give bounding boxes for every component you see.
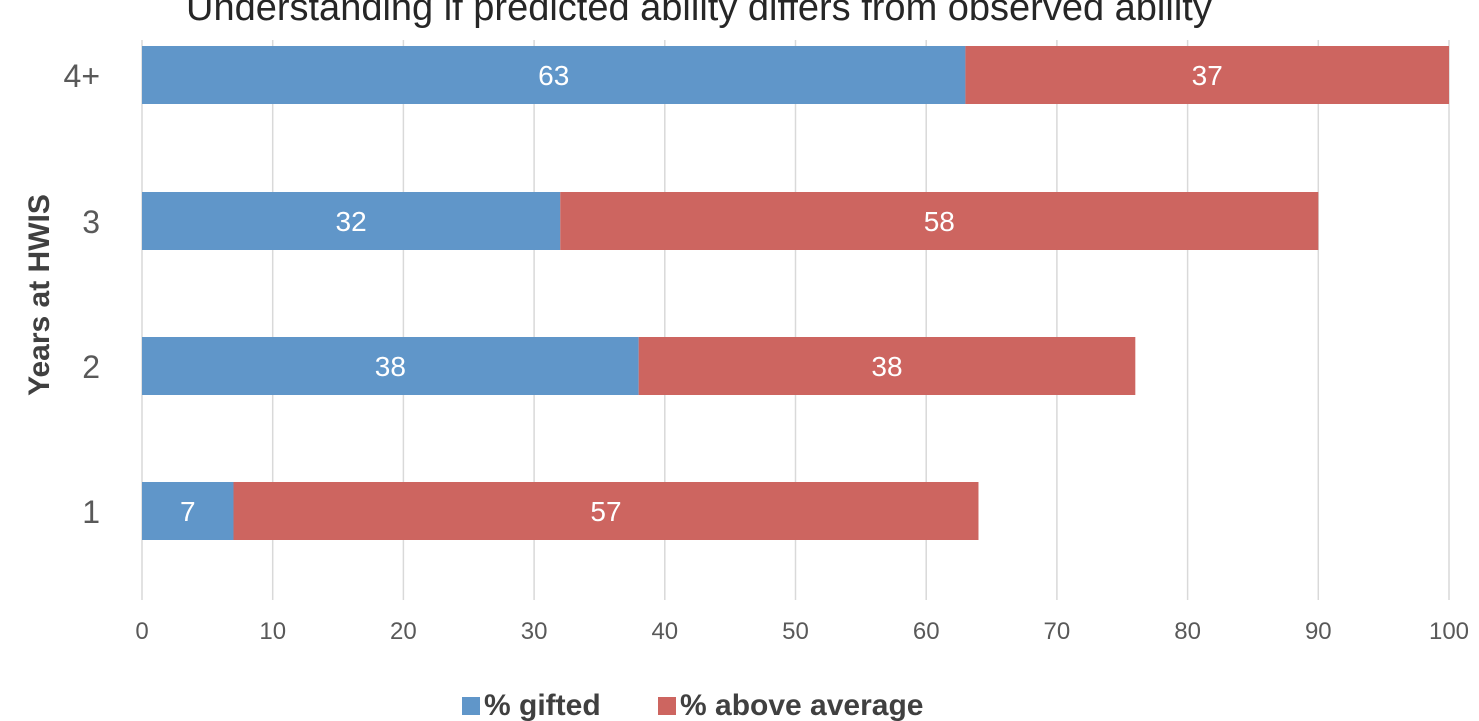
data-label-3-series-1: 58 xyxy=(924,206,955,237)
data-label-2-series-0: 38 xyxy=(375,351,406,382)
bar-3-series-0 xyxy=(142,192,561,250)
x-tick-label-20: 20 xyxy=(390,618,417,645)
x-tick-label-0: 0 xyxy=(135,618,148,645)
x-tick-label-70: 70 xyxy=(1044,618,1071,645)
x-tick-label-30: 30 xyxy=(521,618,548,645)
legend-label-gifted: % gifted xyxy=(484,689,601,721)
bar-2-series-1 xyxy=(638,337,1136,395)
legend: % gifted % above average xyxy=(462,689,923,721)
x-tick-label-60: 60 xyxy=(913,618,940,645)
x-tick-label-90: 90 xyxy=(1305,618,1332,645)
grid-lines xyxy=(141,40,1450,600)
legend-swatch-gifted xyxy=(462,697,480,715)
y-axis-title: Years at HWIS xyxy=(23,194,56,396)
x-tick-label-80: 80 xyxy=(1174,618,1201,645)
bar-4plus-series-1 xyxy=(965,46,1449,104)
bar-1-series-0 xyxy=(142,482,234,540)
y-tick-label-1: 1 xyxy=(82,494,100,530)
data-label-1-series-0: 7 xyxy=(180,496,196,527)
legend-label-above-average: % above average xyxy=(680,689,923,721)
bar-1-series-1 xyxy=(233,482,979,540)
data-labels: 7 57 38 38 32 58 63 37 xyxy=(180,60,1223,527)
bar-2-series-0 xyxy=(142,337,639,395)
data-label-3-series-0: 32 xyxy=(336,206,367,237)
axis-ticks: 0 10 20 30 40 50 60 70 80 90 100 1 2 3 4+ xyxy=(64,58,1470,645)
y-tick-label-4plus: 4+ xyxy=(64,58,100,94)
y-tick-label-3: 3 xyxy=(82,204,100,240)
x-tick-label-10: 10 xyxy=(259,618,286,645)
x-tick-label-50: 50 xyxy=(782,618,809,645)
y-tick-label-2: 2 xyxy=(82,349,100,385)
x-tick-label-40: 40 xyxy=(651,618,678,645)
data-label-1-series-1: 57 xyxy=(590,496,621,527)
bars xyxy=(142,46,1449,540)
x-tick-label-100: 100 xyxy=(1429,618,1469,645)
bar-3-series-1 xyxy=(560,192,1319,250)
bar-4plus-series-0 xyxy=(142,46,966,104)
data-label-2-series-1: 38 xyxy=(871,351,902,382)
chart-title: Understanding if predicted ability diffe… xyxy=(186,0,1212,29)
data-label-4plus-series-1: 37 xyxy=(1192,60,1223,91)
legend-swatch-above-average xyxy=(658,697,676,715)
data-label-4plus-series-0: 63 xyxy=(538,60,569,91)
